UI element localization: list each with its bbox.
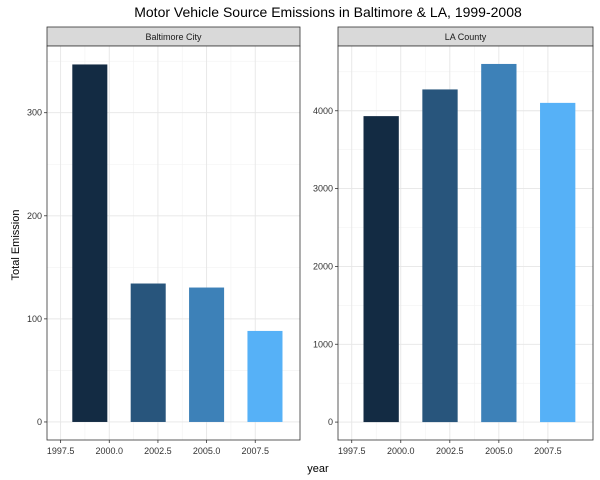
y-tick-label: 0 (328, 417, 333, 427)
y-tick-label: 0 (37, 417, 42, 427)
panel-border (337, 45, 594, 441)
panel-2: LA County 0 1000 2000 3000 4000 1997.5 2000.0 20… (313, 26, 594, 456)
x-tick-label: 1997.5 (338, 446, 366, 456)
x-tick-label: 1997.5 (47, 446, 75, 456)
bar-2002 (422, 89, 458, 423)
panel-1: Baltimore City 0 100 200 300 1997.5 2000.0 2002… (27, 26, 301, 456)
y-axis-title: Total Emission (10, 210, 22, 281)
y-tick-label: 4000 (313, 106, 333, 116)
chart-title: Motor Vehicle Source Emissions in Baltim… (134, 4, 522, 20)
x-tick-label: 2002.5 (436, 446, 464, 456)
bar-2008 (247, 330, 283, 422)
panel-border (46, 45, 301, 441)
y-tick-label: 2000 (313, 261, 333, 271)
x-tick-label: 2000.0 (387, 446, 415, 456)
y-tick-label: 300 (27, 108, 42, 118)
x-tick-label: 2007.5 (534, 446, 562, 456)
y-tick-label: 100 (27, 314, 42, 324)
bar-1999 (363, 116, 399, 423)
x-tick-label: 2005.0 (193, 446, 221, 456)
y-tick-label: 200 (27, 211, 42, 221)
x-tick-label: 2002.5 (144, 446, 172, 456)
bar-2005 (481, 63, 517, 423)
bar-2005 (189, 287, 225, 422)
bar-2002 (130, 283, 166, 422)
facet-label: Baltimore City (145, 32, 202, 42)
y-tick-label: 3000 (313, 184, 333, 194)
x-tick-label: 2007.5 (241, 446, 269, 456)
x-tick-label: 2000.0 (96, 446, 124, 456)
y-tick-label: 1000 (313, 339, 333, 349)
bar-1999 (72, 64, 108, 422)
x-tick-label: 2005.0 (485, 446, 513, 456)
bar-2008 (540, 102, 576, 423)
x-axis-title: year (307, 463, 329, 475)
facet-label: LA County (445, 32, 487, 42)
